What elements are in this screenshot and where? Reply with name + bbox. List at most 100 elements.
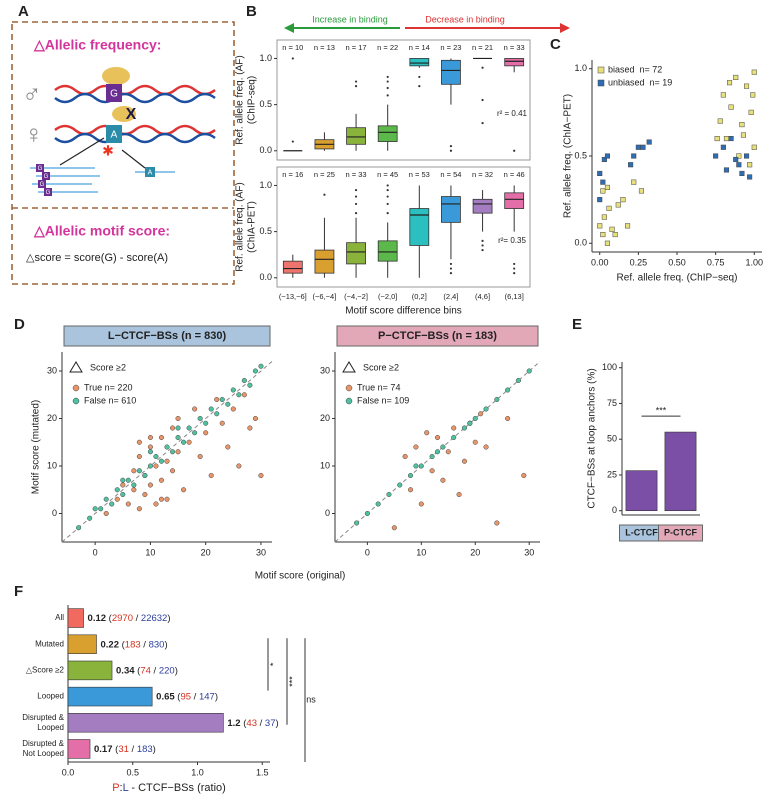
n-label: n = 22: [377, 43, 398, 52]
y-axis-label: Ref. allele freq. (ChIA−PET): [563, 94, 574, 218]
n-label: n = 17: [346, 43, 367, 52]
male-symbol: ♂: [22, 79, 42, 109]
point: [600, 231, 606, 238]
x-label-part: L: [123, 782, 129, 794]
point: [252, 415, 258, 422]
y-tick-label: 20: [47, 413, 57, 423]
point: [615, 202, 621, 208]
outlier: [513, 272, 516, 275]
outlier: [513, 262, 516, 266]
x-tick-label: 0: [93, 547, 98, 557]
outlier: [386, 80, 389, 83]
base-box: [38, 180, 46, 188]
outlier: [481, 244, 484, 247]
significance: *: [268, 662, 278, 666]
af-title: △Allelic frequency:: [33, 37, 161, 53]
point: [494, 396, 500, 403]
point: [720, 92, 726, 98]
point: [164, 496, 170, 502]
point: [354, 520, 360, 526]
point: [751, 69, 757, 75]
y-tick-label: All: [55, 613, 64, 622]
n-label: n = 33: [504, 43, 525, 52]
box: [441, 59, 461, 85]
panel-label: D: [14, 316, 25, 333]
bar: [625, 470, 658, 512]
point: [252, 368, 258, 374]
point: [114, 487, 120, 493]
y-tick-label: 0.0: [574, 238, 587, 248]
point: [736, 162, 742, 168]
point: [131, 482, 137, 488]
arrow: [121, 149, 146, 169]
y-tick-label: 0: [325, 508, 330, 518]
point: [391, 525, 397, 531]
point: [219, 420, 225, 426]
y-axis-label: Motif score (mutated): [31, 400, 42, 494]
formula: △score = score(G) - score(A): [26, 252, 168, 264]
point: [461, 425, 468, 431]
point: [158, 434, 165, 441]
y-tick-label: 50: [607, 434, 617, 444]
count-l: 22632: [141, 613, 167, 624]
y-tick-label: △Score ≥2: [26, 666, 65, 675]
point: [606, 205, 612, 211]
count-l: 37: [265, 717, 276, 728]
point: [98, 506, 104, 512]
point: [109, 501, 115, 507]
separator: /: [191, 691, 199, 702]
x-axis-label: Motif score difference bins: [345, 306, 462, 317]
plot-frame: [276, 166, 531, 288]
x-tick-label: (6,13]: [505, 292, 524, 301]
separator: /: [133, 613, 141, 624]
header-label: L−CTCF−BSs (n = 830): [108, 330, 227, 342]
female-symbol: ♀: [24, 119, 44, 149]
point: [600, 179, 606, 185]
base-label: A: [111, 130, 118, 141]
outlier: [449, 262, 453, 266]
point: [364, 510, 370, 517]
point: [147, 434, 153, 441]
y-tick-label: Not Looped: [23, 749, 64, 758]
point: [429, 453, 435, 460]
separator: ): [175, 665, 178, 676]
n-label: n = 21: [472, 43, 493, 52]
point: [631, 153, 637, 159]
outlier: [481, 66, 484, 69]
base-box: [106, 125, 122, 143]
separator: (: [135, 665, 142, 676]
outlier: [386, 75, 389, 79]
x-tick-label: 30: [524, 547, 534, 557]
x-tick-label: (−4,−2]: [344, 292, 368, 301]
point: [208, 472, 214, 479]
point: [175, 434, 181, 441]
point: [723, 135, 730, 142]
y-tick-label: 0: [612, 505, 617, 515]
outlier: [449, 272, 453, 275]
point: [494, 520, 500, 526]
n-label: n = 25: [314, 170, 335, 179]
point: [609, 226, 615, 232]
point: [175, 415, 181, 422]
count-p: 31: [118, 743, 129, 754]
point: [640, 144, 646, 150]
y-tick-label: 0.0: [259, 272, 272, 282]
legend-title: Score ≥2: [90, 362, 126, 372]
outlier: [354, 202, 358, 206]
point: [720, 144, 726, 150]
ratio: 0.22: [100, 639, 119, 650]
y-tick-label: Looped: [37, 692, 64, 701]
significance: ***: [287, 676, 297, 687]
x-tick-label: 0.00: [591, 257, 609, 267]
outlier: [386, 188, 389, 192]
value-label: 0.34 (74 / 220): [116, 665, 178, 676]
separator: (: [113, 743, 120, 754]
outlier: [354, 80, 358, 83]
point: [225, 401, 231, 407]
point: [136, 468, 142, 474]
point: [429, 468, 435, 474]
y-tick-label: 0.5: [574, 150, 587, 160]
outlier: [386, 212, 389, 215]
